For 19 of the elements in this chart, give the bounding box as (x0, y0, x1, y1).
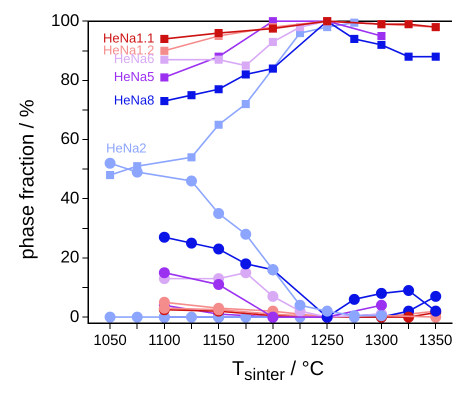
y-axis-title: phase fraction / % (16, 98, 40, 262)
y-tick-label: 60 (60, 129, 80, 148)
x-tick-label: 1150 (202, 332, 235, 350)
y-tick-label: 100 (50, 10, 80, 30)
y-tick-label: 20 (60, 248, 80, 267)
x-tick-label: 1300 (364, 332, 398, 350)
x-tick-label: 1250 (310, 332, 344, 350)
series-label: HeNa8 (114, 92, 154, 108)
y-tick-label: 40 (60, 188, 80, 208)
y-tick-label: 80 (60, 70, 80, 90)
x-tick-label: 1350 (419, 332, 452, 350)
x-tick-label: 1050 (93, 332, 127, 350)
x-tick-label: 1200 (256, 332, 290, 350)
x-tick-label: 1100 (148, 332, 180, 350)
x-axis-title: T$_{sinter}$ / °C (230, 358, 326, 385)
series-label: HeNa1.1 (103, 30, 154, 46)
y-tick-label: 0 (70, 306, 80, 326)
series-label: HeNa5 (114, 68, 154, 84)
series-label: HeNa2 (106, 140, 147, 156)
